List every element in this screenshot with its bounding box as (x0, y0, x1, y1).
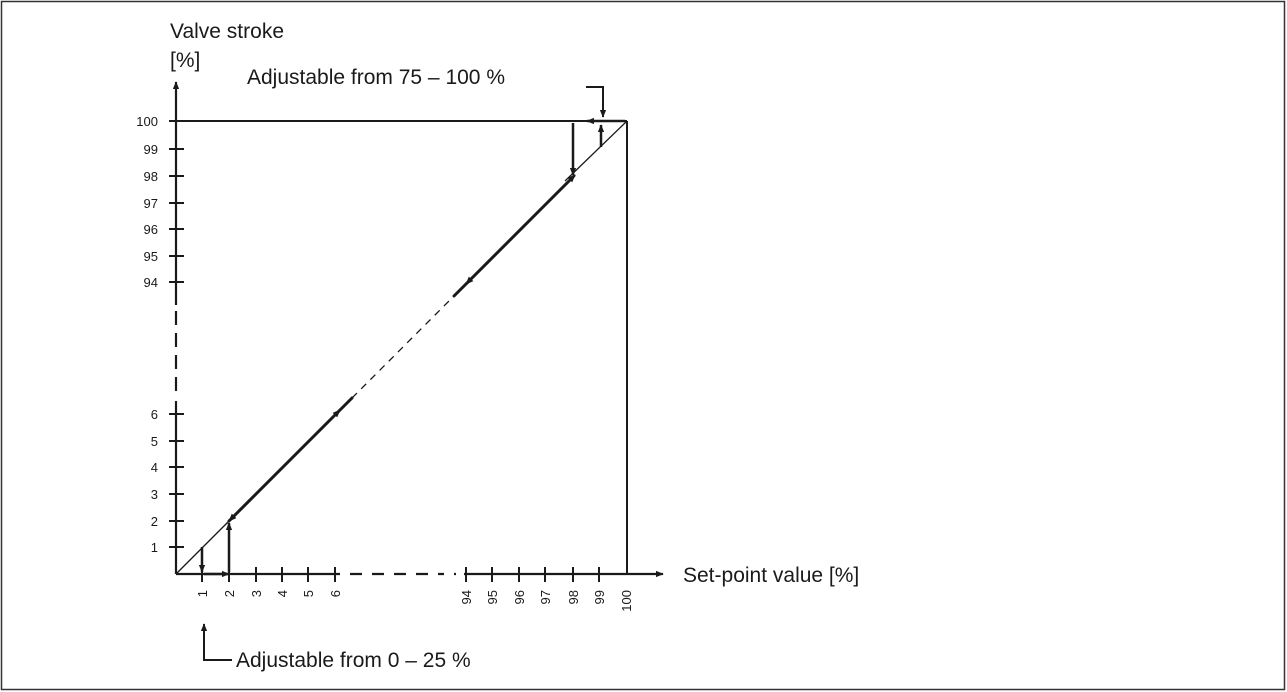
top-annotation-pointer (586, 86, 607, 118)
y-tick-labels: 1 2 3 4 5 6 94 95 96 97 98 99 100 (136, 114, 158, 555)
y-tick-label: 95 (144, 249, 158, 264)
x-tick-label: 99 (592, 590, 607, 604)
high-end-arrows (569, 117, 625, 176)
y-tick-label: 3 (151, 487, 158, 502)
y-tick-label: 5 (151, 434, 158, 449)
y-tick-label: 96 (144, 222, 158, 237)
y-tick-label: 6 (151, 407, 158, 422)
x-tick-label: 96 (512, 590, 527, 604)
diagonal-dashed-gap (351, 295, 455, 399)
direction-arrows (228, 174, 576, 522)
low-end-arrows (198, 522, 233, 578)
x-tick-label: 6 (328, 590, 343, 597)
top-adjustable-range-label: Adjustable from 75 – 100 % (247, 66, 505, 89)
x-axis-title: Set-point value [%] (683, 564, 859, 587)
y-tick-label: 94 (144, 275, 158, 290)
x-tick-label: 4 (275, 590, 290, 597)
x-tick-label: 5 (301, 590, 316, 597)
y-tick-label: 97 (144, 196, 158, 211)
x-tick-label: 1 (195, 590, 210, 597)
y-tick-label: 100 (136, 114, 158, 129)
y-tick-label: 4 (151, 460, 158, 475)
y-tick-label: 98 (144, 169, 158, 184)
y-tick-label: 1 (151, 540, 158, 555)
y-ticks-high (169, 120, 184, 283)
x-tick-label: 95 (485, 590, 500, 604)
x-tick-label: 2 (222, 590, 237, 597)
y-tick-label: 99 (144, 142, 158, 157)
x-tick-label: 94 (459, 590, 474, 604)
x-tick-label: 100 (619, 590, 634, 612)
y-axis-title-line2: [%] (170, 49, 200, 72)
x-tick-label: 3 (249, 590, 264, 597)
full-stroke-limit-lines (176, 120, 628, 574)
x-tick-labels: 1 2 3 4 5 6 94 95 96 97 98 99 100 (195, 590, 634, 612)
bottom-adjustable-range-label: Adjustable from 0 – 25 % (236, 649, 471, 672)
y-tick-label: 2 (151, 514, 158, 529)
x-tick-label: 97 (538, 590, 553, 604)
bottom-annotation-pointer (200, 623, 232, 661)
y-axis-title-line1: Valve stroke (170, 20, 284, 43)
y-ticks-low (169, 413, 184, 548)
x-tick-label: 98 (566, 590, 581, 604)
